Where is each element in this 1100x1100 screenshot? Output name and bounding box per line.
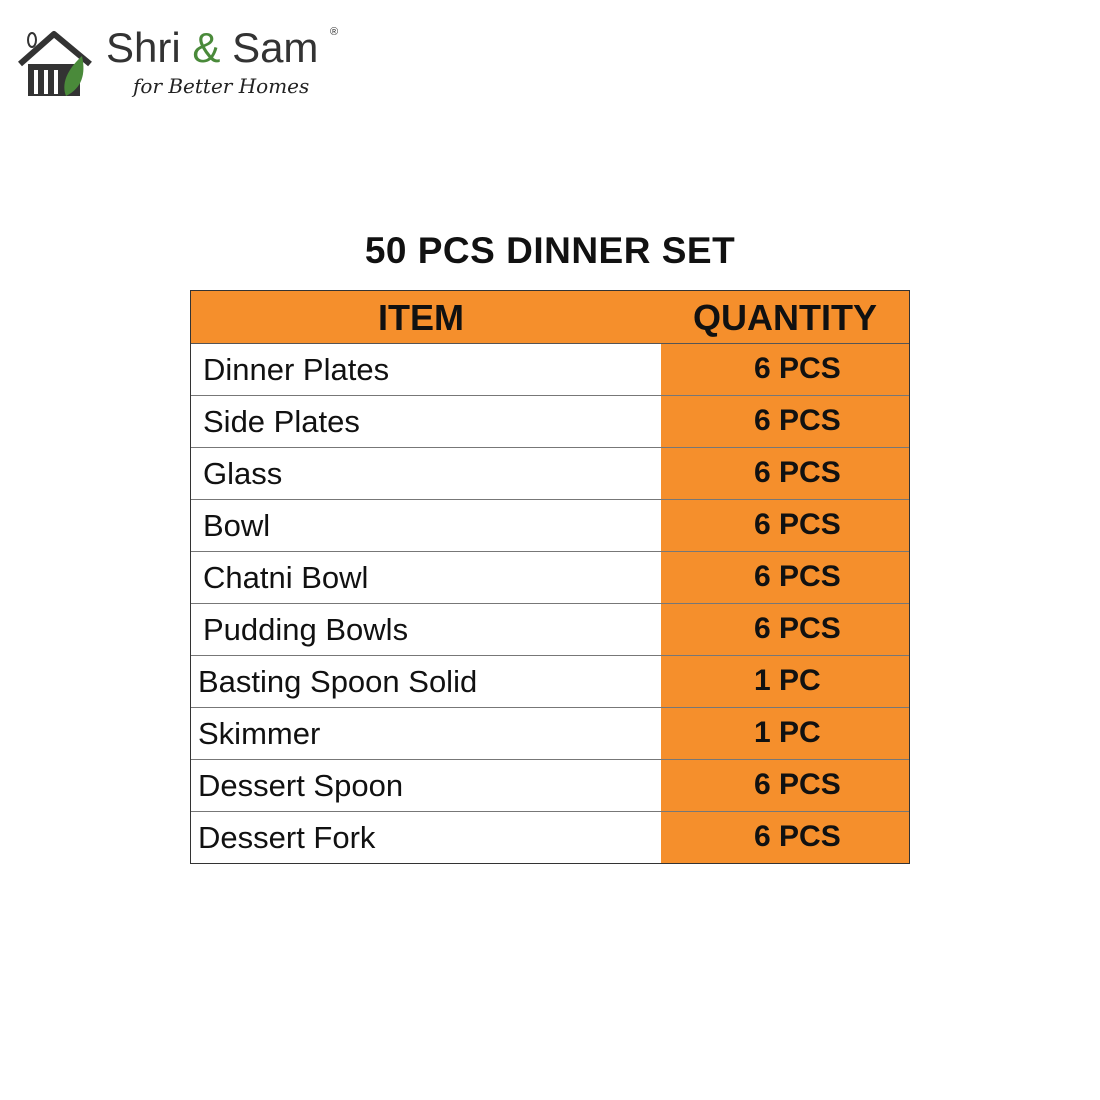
registered-mark: ®: [330, 26, 339, 38]
quantity-value: 6 PCS: [754, 820, 841, 853]
brand-name-part1: Shri: [106, 24, 181, 71]
table-row: Dessert Fork 6 PCS: [191, 812, 909, 863]
quantity-value: 6 PCS: [754, 352, 841, 385]
table-row: Skimmer 1 PC: [191, 708, 909, 760]
quantity-value: 6 PCS: [754, 612, 841, 645]
item-name: Side Plates: [203, 404, 360, 439]
quantity-value: 6 PCS: [754, 768, 841, 801]
table-row: Dessert Spoon 6 PCS: [191, 760, 909, 812]
quantity-cell: 6 PCS: [661, 812, 909, 863]
quantity-value: 6 PCS: [754, 456, 841, 489]
item-name: Chatni Bowl: [203, 560, 369, 595]
brand-name: Shri & Sam: [106, 26, 318, 70]
quantity-cell: 6 PCS: [661, 500, 909, 551]
quantity-value: 6 PCS: [754, 404, 841, 437]
quantity-cell: 6 PCS: [661, 760, 909, 811]
item-name: Pudding Bowls: [203, 612, 409, 647]
brand-ampersand: &: [192, 24, 221, 71]
header-item: ITEM: [378, 297, 464, 338]
table-body: Dinner Plates 6 PCS Side Plates 6 PCS Glas…: [191, 344, 909, 863]
item-name: Glass: [203, 456, 283, 491]
quantity-cell: 6 PCS: [661, 448, 909, 499]
table-row: Bowl 6 PCS: [191, 500, 909, 552]
quantity-cell: 6 PCS: [661, 552, 909, 603]
table-row: Basting Spoon Solid 1 PC: [191, 656, 909, 708]
table-row: Side Plates 6 PCS: [191, 396, 909, 448]
item-name: Dessert Fork: [198, 820, 376, 855]
item-name: Dessert Spoon: [198, 768, 404, 803]
quantity-cell: 1 PC: [661, 708, 909, 759]
brand-tagline: for Better Homes: [133, 74, 310, 98]
item-name: Skimmer: [198, 716, 321, 751]
quantity-value: 1 PC: [754, 716, 821, 749]
brand-name-part2: Sam: [232, 24, 319, 71]
table-row: Pudding Bowls 6 PCS: [191, 604, 909, 656]
contents-table: ITEM QUANTITY Dinner Plates 6 PCS Side Pl…: [190, 290, 910, 864]
item-name: Basting Spoon Solid: [198, 664, 478, 699]
quantity-cell: 6 PCS: [661, 344, 909, 395]
item-name: Bowl: [203, 508, 271, 543]
quantity-value: 6 PCS: [754, 560, 841, 593]
quantity-cell: 1 PC: [661, 656, 909, 707]
quantity-cell: 6 PCS: [661, 396, 909, 447]
page-title: 50 PCS DINNER SET: [364, 230, 736, 271]
table-row: Glass 6 PCS: [191, 448, 909, 500]
quantity-value: 6 PCS: [754, 508, 841, 541]
quantity-value: 1 PC: [754, 664, 821, 697]
house-logo-icon: [18, 31, 92, 96]
table-row: Dinner Plates 6 PCS: [191, 344, 909, 396]
item-name: Dinner Plates: [203, 352, 390, 387]
table-header: ITEM QUANTITY: [191, 291, 909, 344]
header-quantity: QUANTITY: [693, 297, 877, 338]
quantity-cell: 6 PCS: [661, 604, 909, 655]
table-row: Chatni Bowl 6 PCS: [191, 552, 909, 604]
